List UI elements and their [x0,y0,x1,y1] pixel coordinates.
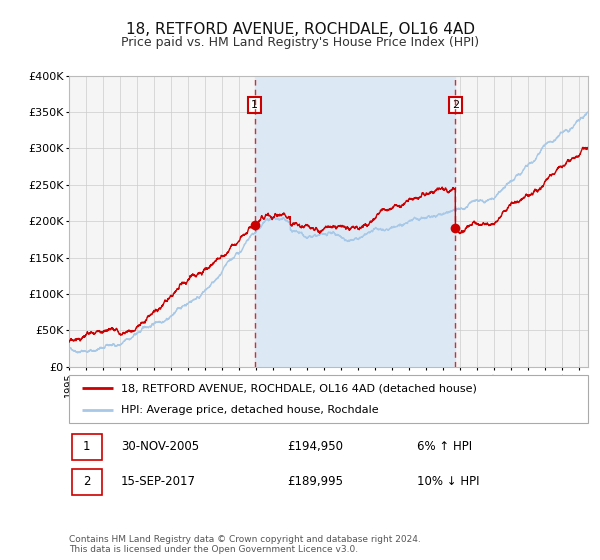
Text: £189,995: £189,995 [287,475,343,488]
Text: 18, RETFORD AVENUE, ROCHDALE, OL16 4AD: 18, RETFORD AVENUE, ROCHDALE, OL16 4AD [125,22,475,38]
Text: Price paid vs. HM Land Registry's House Price Index (HPI): Price paid vs. HM Land Registry's House … [121,36,479,49]
Text: 6% ↑ HPI: 6% ↑ HPI [417,440,472,453]
Text: 2: 2 [83,475,91,488]
Text: HPI: Average price, detached house, Rochdale: HPI: Average price, detached house, Roch… [121,405,379,415]
Text: 18, RETFORD AVENUE, ROCHDALE, OL16 4AD (detached house): 18, RETFORD AVENUE, ROCHDALE, OL16 4AD (… [121,383,477,393]
Text: £194,950: £194,950 [287,440,343,453]
FancyBboxPatch shape [69,375,588,423]
Bar [255,76,455,367]
Text: 1: 1 [83,440,91,453]
FancyBboxPatch shape [71,433,101,460]
Text: 30-NOV-2005: 30-NOV-2005 [121,440,199,453]
Text: 15-SEP-2017: 15-SEP-2017 [121,475,196,488]
Text: 10% ↓ HPI: 10% ↓ HPI [417,475,479,488]
FancyBboxPatch shape [71,469,101,495]
Text: 1: 1 [251,100,259,110]
Text: Contains HM Land Registry data © Crown copyright and database right 2024.
This d: Contains HM Land Registry data © Crown c… [69,535,421,554]
Text: 2: 2 [452,100,459,110]
